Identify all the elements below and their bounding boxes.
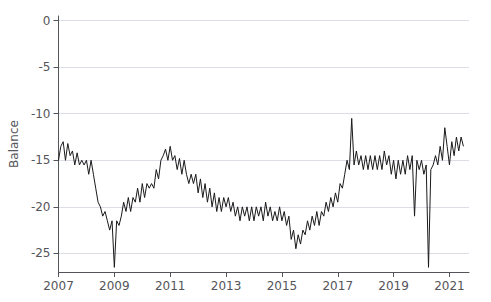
svg-text:Balance: Balance — [7, 120, 21, 168]
svg-text:2013: 2013 — [211, 279, 242, 293]
svg-text:-20: -20 — [31, 200, 51, 214]
svg-text:2021: 2021 — [434, 279, 465, 293]
svg-text:-25: -25 — [31, 246, 51, 260]
svg-text:-5: -5 — [39, 60, 51, 74]
svg-text:0: 0 — [43, 14, 51, 28]
svg-text:2015: 2015 — [267, 279, 298, 293]
svg-text:2011: 2011 — [155, 279, 186, 293]
svg-text:-15: -15 — [31, 153, 51, 167]
svg-text:2009: 2009 — [99, 279, 130, 293]
svg-text:-10: -10 — [31, 107, 51, 121]
svg-text:2017: 2017 — [322, 279, 353, 293]
svg-text:2019: 2019 — [378, 279, 409, 293]
svg-text:2007: 2007 — [43, 279, 74, 293]
